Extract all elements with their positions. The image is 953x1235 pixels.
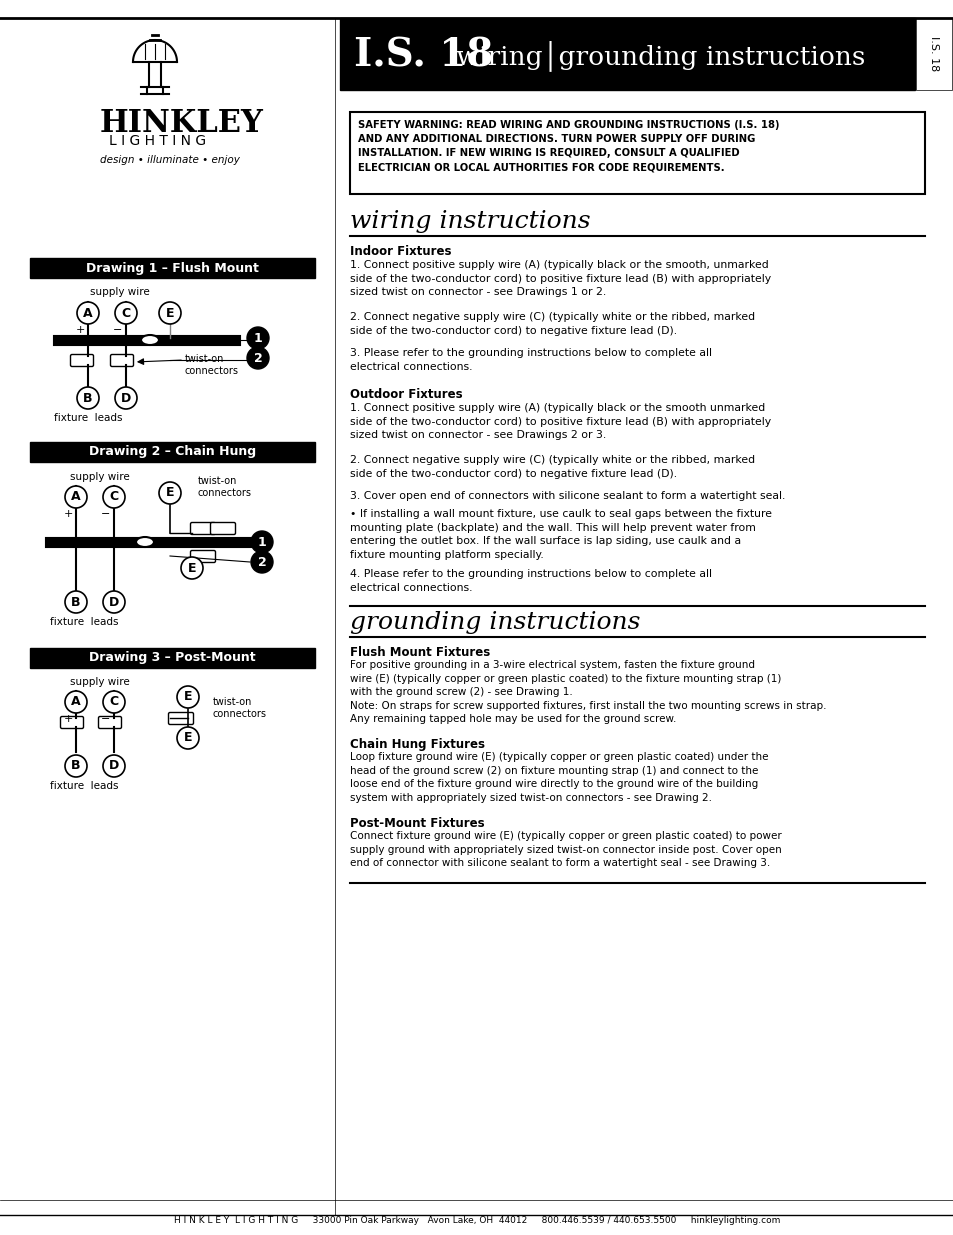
- Text: 2: 2: [257, 556, 266, 568]
- Text: I.S. 18: I.S. 18: [354, 36, 493, 74]
- Text: B: B: [71, 595, 81, 609]
- Text: Flush Mount Fixtures: Flush Mount Fixtures: [350, 646, 490, 659]
- Circle shape: [65, 755, 87, 777]
- Text: E: E: [184, 690, 193, 704]
- Text: +: +: [63, 509, 72, 519]
- Text: 3. Cover open end of connectors with silicone sealant to form a watertight seal.: 3. Cover open end of connectors with sil…: [350, 492, 784, 501]
- Text: • If installing a wall mount fixture, use caulk to seal gaps between the fixture: • If installing a wall mount fixture, us…: [350, 509, 771, 559]
- Text: Drawing 1 – Flush Mount: Drawing 1 – Flush Mount: [86, 262, 258, 274]
- FancyBboxPatch shape: [339, 19, 914, 90]
- Circle shape: [181, 557, 203, 579]
- Circle shape: [65, 692, 87, 713]
- Text: A: A: [71, 490, 81, 504]
- Text: supply wire: supply wire: [90, 287, 150, 296]
- Text: 3. Please refer to the grounding instructions below to complete all
electrical c: 3. Please refer to the grounding instruc…: [350, 348, 711, 372]
- Text: −: −: [101, 509, 111, 519]
- FancyBboxPatch shape: [191, 551, 215, 562]
- Text: grounding instructions: grounding instructions: [350, 611, 639, 634]
- Circle shape: [115, 387, 137, 409]
- Text: E: E: [188, 562, 196, 574]
- FancyBboxPatch shape: [169, 713, 193, 725]
- Text: A: A: [71, 695, 81, 709]
- Text: D: D: [109, 760, 119, 773]
- Text: 1: 1: [257, 536, 266, 548]
- Circle shape: [65, 487, 87, 508]
- Circle shape: [251, 551, 273, 573]
- Text: +: +: [75, 325, 85, 335]
- Text: wiring│grounding instructions: wiring│grounding instructions: [448, 40, 864, 70]
- Text: C: C: [110, 490, 118, 504]
- Text: 4. Please refer to the grounding instructions below to complete all
electrical c: 4. Please refer to the grounding instruc…: [350, 569, 711, 593]
- Circle shape: [115, 303, 137, 324]
- Text: C: C: [110, 695, 118, 709]
- Circle shape: [103, 592, 125, 613]
- Text: B: B: [71, 760, 81, 773]
- Circle shape: [159, 482, 181, 504]
- Text: fixture  leads: fixture leads: [50, 781, 118, 790]
- FancyBboxPatch shape: [30, 442, 314, 462]
- Text: 2. Connect negative supply wire (C) (typically white or the ribbed, marked
side : 2. Connect negative supply wire (C) (typ…: [350, 312, 755, 336]
- Text: Loop fixture ground wire (E) (typically copper or green plastic coated) under th: Loop fixture ground wire (E) (typically …: [350, 752, 768, 803]
- FancyBboxPatch shape: [30, 648, 314, 668]
- Text: E: E: [166, 306, 174, 320]
- Text: twist-on
connectors: twist-on connectors: [185, 354, 239, 377]
- Text: C: C: [121, 306, 131, 320]
- Text: Indoor Fixtures: Indoor Fixtures: [350, 245, 451, 258]
- Text: For positive grounding in a 3-wire electrical system, fasten the fixture ground
: For positive grounding in a 3-wire elect…: [350, 659, 825, 725]
- FancyBboxPatch shape: [98, 716, 121, 729]
- FancyBboxPatch shape: [211, 522, 235, 535]
- Text: Drawing 2 – Chain Hung: Drawing 2 – Chain Hung: [89, 446, 255, 458]
- Circle shape: [159, 303, 181, 324]
- Text: 2. Connect negative supply wire (C) (typically white or the ribbed, marked
side : 2. Connect negative supply wire (C) (typ…: [350, 454, 755, 479]
- Circle shape: [251, 531, 273, 553]
- Circle shape: [77, 303, 99, 324]
- Text: fixture  leads: fixture leads: [50, 618, 118, 627]
- Text: E: E: [184, 731, 193, 745]
- Circle shape: [77, 387, 99, 409]
- Ellipse shape: [141, 335, 159, 345]
- Text: A: A: [83, 306, 92, 320]
- Text: supply wire: supply wire: [71, 472, 130, 482]
- FancyBboxPatch shape: [111, 354, 133, 367]
- Text: twist-on
connectors: twist-on connectors: [213, 697, 267, 720]
- FancyBboxPatch shape: [350, 112, 924, 194]
- FancyBboxPatch shape: [71, 354, 93, 367]
- Ellipse shape: [136, 537, 153, 547]
- FancyBboxPatch shape: [915, 19, 951, 90]
- Text: Chain Hung Fixtures: Chain Hung Fixtures: [350, 739, 484, 751]
- Text: fixture  leads: fixture leads: [53, 412, 122, 424]
- Text: E: E: [166, 487, 174, 499]
- Text: I.S. 18: I.S. 18: [928, 36, 938, 72]
- Text: twist-on
connectors: twist-on connectors: [198, 475, 252, 499]
- Circle shape: [103, 487, 125, 508]
- Text: Connect fixture ground wire (E) (typically copper or green plastic coated) to po: Connect fixture ground wire (E) (typical…: [350, 831, 781, 868]
- FancyBboxPatch shape: [30, 258, 314, 278]
- Circle shape: [103, 692, 125, 713]
- Circle shape: [103, 755, 125, 777]
- Text: supply wire: supply wire: [71, 677, 130, 687]
- FancyBboxPatch shape: [60, 716, 84, 729]
- Text: HINKLEY: HINKLEY: [100, 107, 264, 140]
- Circle shape: [65, 592, 87, 613]
- Text: wiring instructions: wiring instructions: [350, 210, 590, 233]
- Circle shape: [247, 347, 269, 369]
- Text: +: +: [63, 714, 72, 724]
- Text: D: D: [121, 391, 131, 405]
- Text: H I N K L E Y  L I G H T I N G     33000 Pin Oak Parkway   Avon Lake, OH  44012 : H I N K L E Y L I G H T I N G 33000 Pin …: [173, 1216, 780, 1225]
- Text: −: −: [101, 714, 111, 724]
- Circle shape: [247, 327, 269, 350]
- Text: 1. Connect positive supply wire (A) (typically black or the smooth, unmarked
sid: 1. Connect positive supply wire (A) (typ…: [350, 261, 770, 298]
- Text: D: D: [109, 595, 119, 609]
- Text: SAFETY WARNING: READ WIRING AND GROUNDING INSTRUCTIONS (I.S. 18)
AND ANY ADDITIO: SAFETY WARNING: READ WIRING AND GROUNDIN…: [357, 120, 779, 172]
- FancyBboxPatch shape: [191, 522, 215, 535]
- Text: Drawing 3 – Post-Mount: Drawing 3 – Post-Mount: [89, 652, 255, 664]
- Circle shape: [177, 727, 199, 748]
- Text: −: −: [113, 325, 123, 335]
- Text: 1. Connect positive supply wire (A) (typically black or the smooth unmarked
side: 1. Connect positive supply wire (A) (typ…: [350, 403, 770, 440]
- Text: 1: 1: [253, 331, 262, 345]
- Text: design • illuminate • enjoy: design • illuminate • enjoy: [100, 156, 239, 165]
- Text: Outdoor Fixtures: Outdoor Fixtures: [350, 388, 462, 401]
- Text: L I G H T I N G: L I G H T I N G: [109, 135, 206, 148]
- Text: Post-Mount Fixtures: Post-Mount Fixtures: [350, 818, 484, 830]
- Text: B: B: [83, 391, 92, 405]
